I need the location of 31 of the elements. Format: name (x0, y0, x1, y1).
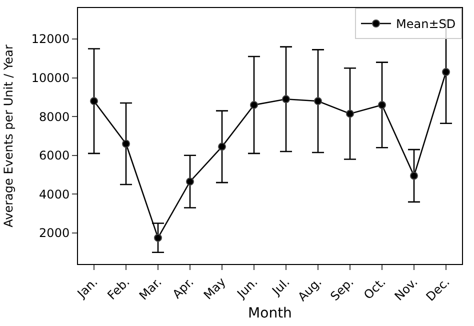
x-tick-label: Nov. (392, 274, 420, 304)
point (122, 140, 130, 148)
x-tick-label: Jan. (74, 274, 100, 302)
legend-label: Mean±SD (396, 17, 456, 32)
point (282, 95, 290, 104)
x-tick-label: Oct. (361, 274, 388, 302)
x-tick-label: Feb. (104, 274, 132, 302)
x-tick-label: Jul. (268, 274, 292, 298)
point (346, 110, 354, 118)
point (218, 142, 226, 151)
point (378, 100, 386, 109)
point (186, 178, 194, 186)
y-tick-label: 2000 (39, 226, 70, 240)
x-tick-label: Apr. (170, 274, 196, 302)
y-tick-label: 10000 (31, 71, 70, 86)
y-axis-title: Average Events per Unit / Year (2, 44, 16, 228)
x-tick-label: Jun. (234, 274, 260, 302)
point (154, 234, 162, 242)
point (90, 97, 98, 106)
y-tick-label: 6000 (39, 148, 70, 163)
x-axis-title: Month (248, 305, 292, 322)
x-tick-label: Dec. (423, 274, 452, 304)
y-tick-label: 4000 (39, 187, 70, 202)
point (250, 100, 258, 109)
y-tick-label: 8000 (39, 110, 70, 124)
point (314, 97, 322, 106)
y-tick-label: 12000 (31, 32, 70, 46)
point (442, 68, 450, 76)
x-tick-label: Mar. (136, 274, 164, 303)
point (410, 172, 418, 180)
x-tick-label: Sep. (328, 274, 356, 304)
